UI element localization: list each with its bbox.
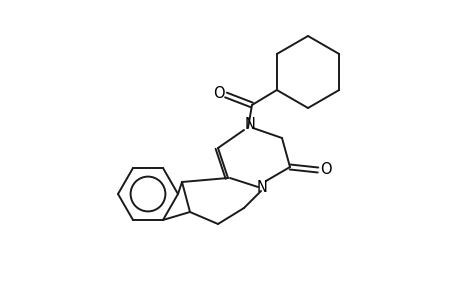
Text: N: N xyxy=(244,116,255,131)
Text: N: N xyxy=(256,179,267,194)
Text: O: O xyxy=(319,161,331,176)
Text: O: O xyxy=(213,85,224,100)
